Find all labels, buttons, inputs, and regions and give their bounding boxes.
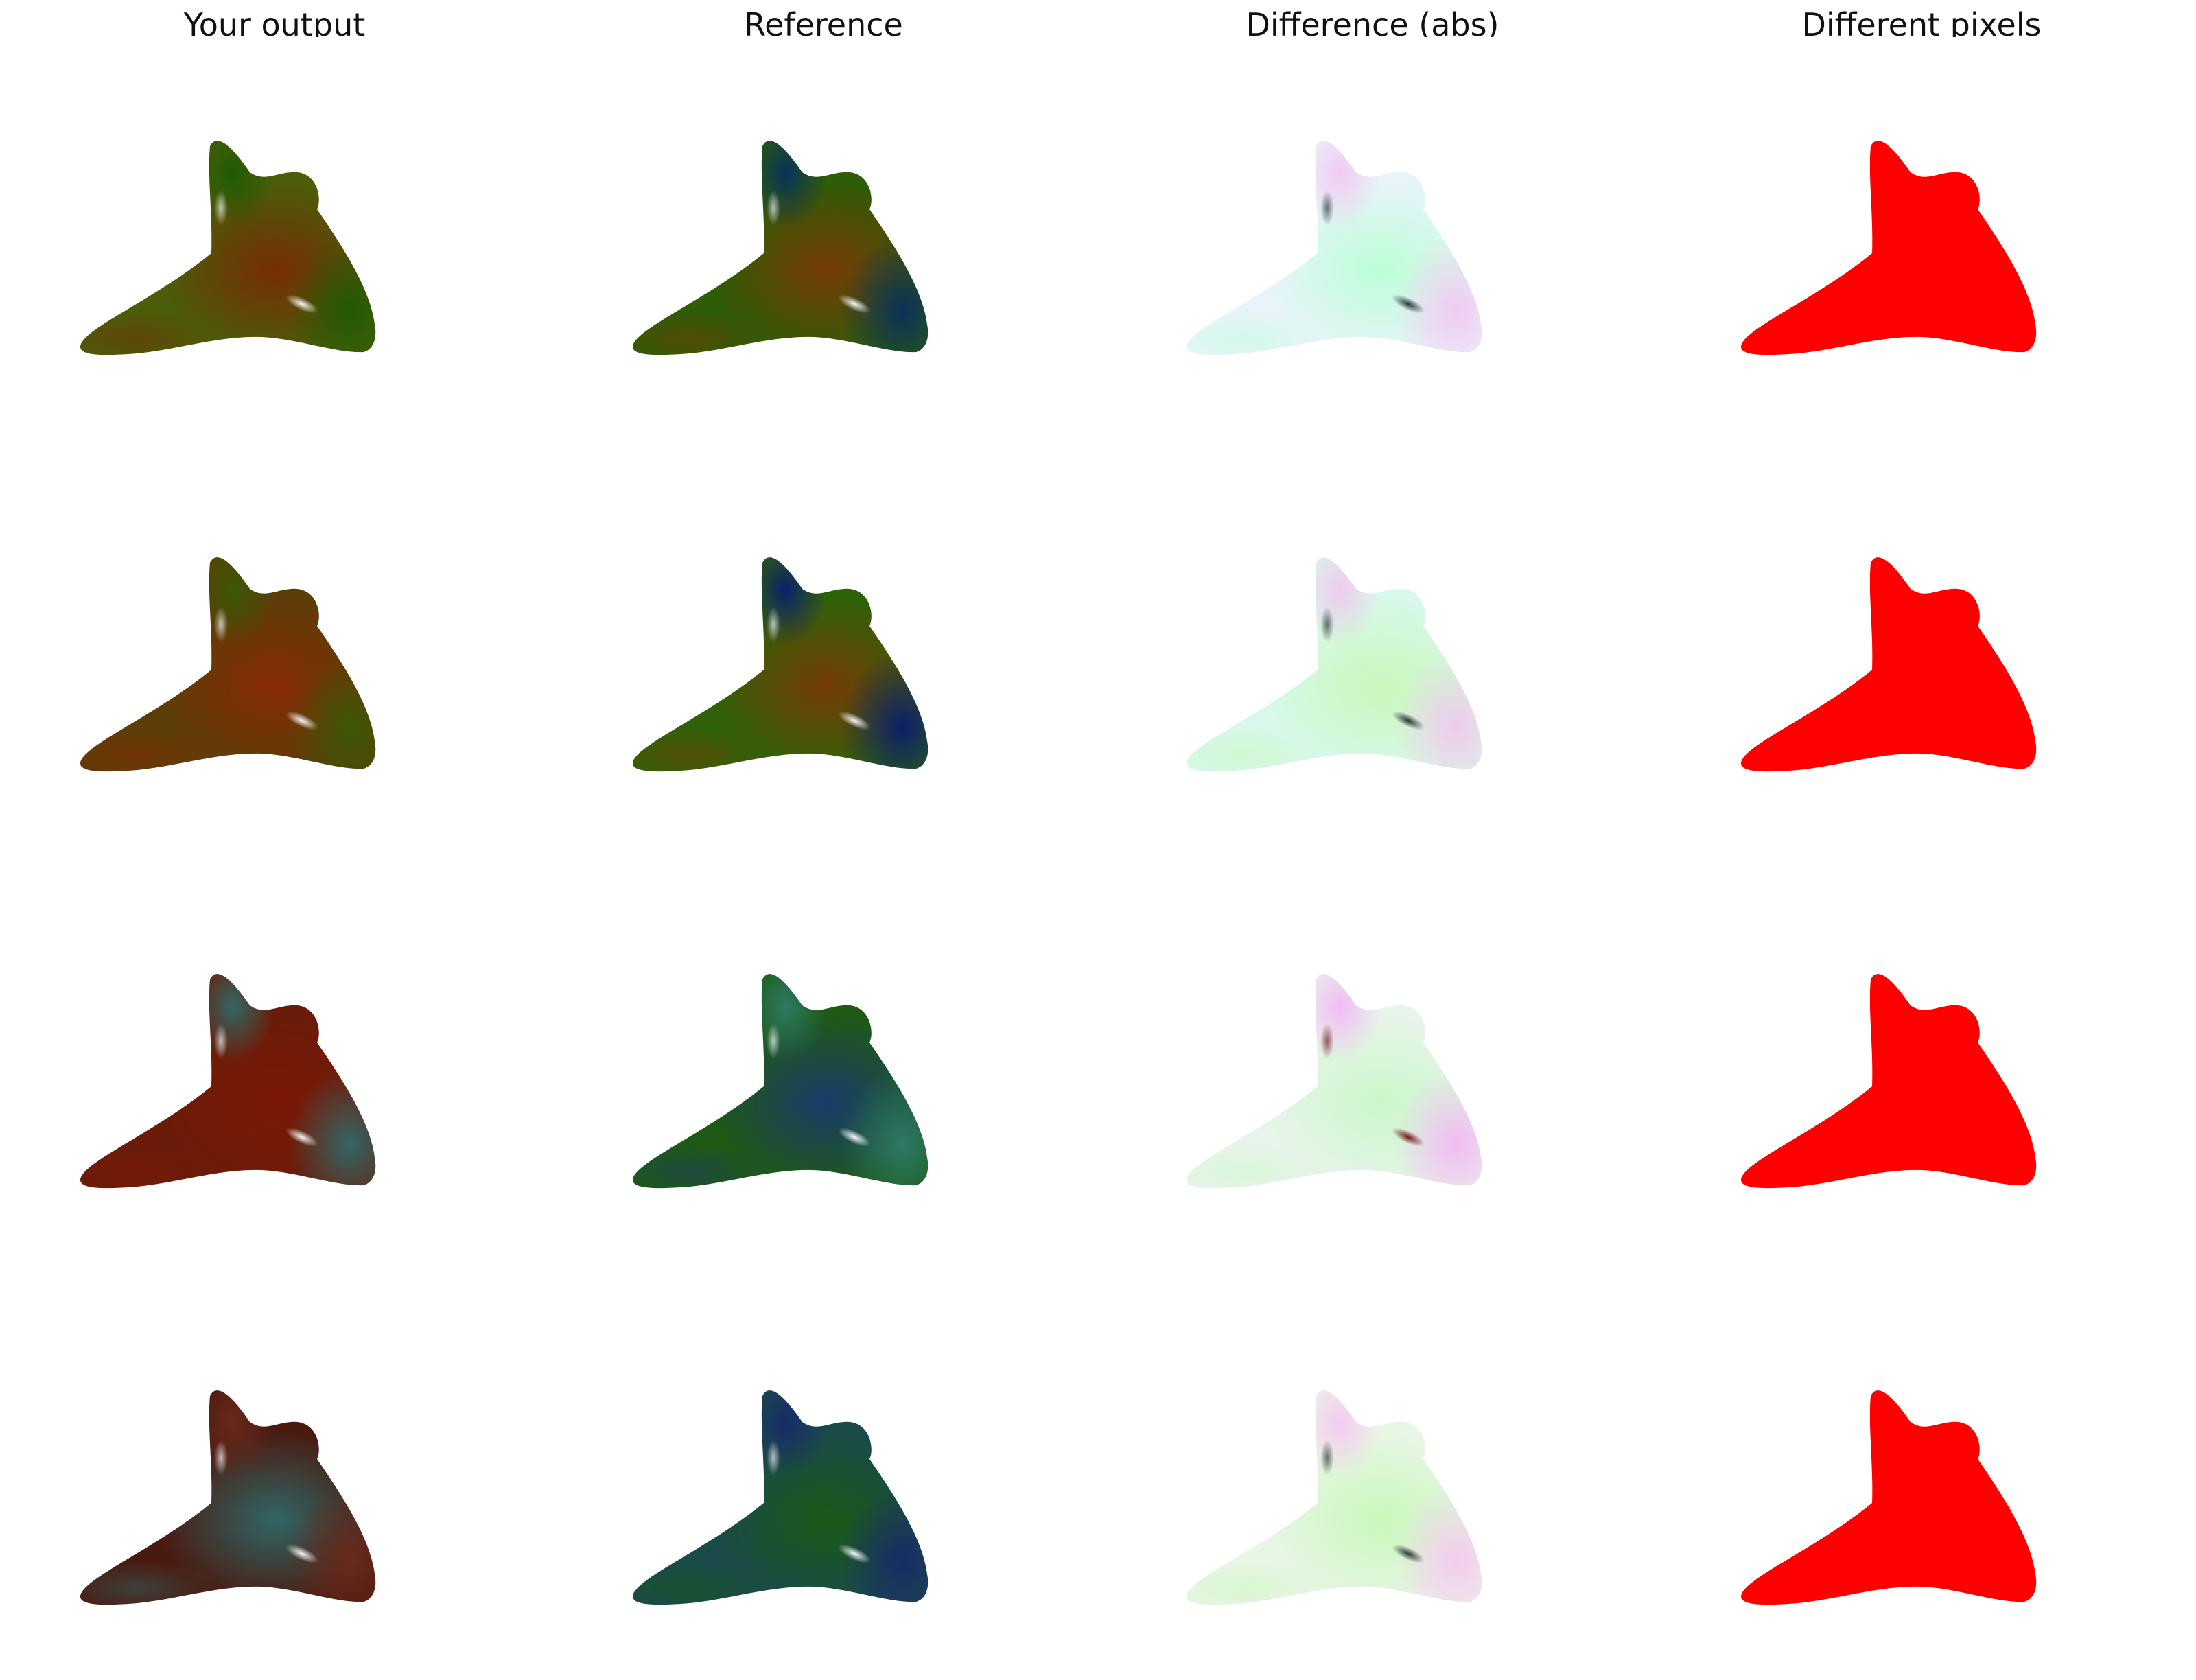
render-difference-row-2 xyxy=(1186,557,1482,772)
render-output-row-4 xyxy=(80,1390,376,1605)
render-difference-row-4 xyxy=(1186,1390,1482,1605)
column-title-output: Your output xyxy=(183,6,366,37)
mask-shape xyxy=(1740,141,2037,355)
render-reference-row-2 xyxy=(632,557,928,772)
mask-shape xyxy=(1740,1390,2037,1605)
render-reference-row-1 xyxy=(632,141,928,355)
mask-shape xyxy=(1740,974,2037,1189)
render-difference-row-1 xyxy=(1186,141,1482,355)
render-mask-row-2 xyxy=(1740,557,2037,772)
render-output-row-1 xyxy=(80,141,376,355)
render-output-row-3 xyxy=(80,974,376,1189)
mask-shape xyxy=(1740,557,2037,772)
render-reference-row-4 xyxy=(632,1390,928,1605)
column-title-difference: Difference (abs) xyxy=(1246,6,1499,37)
render-output-row-2 xyxy=(80,557,376,772)
render-mask-row-4 xyxy=(1740,1390,2037,1605)
render-mask-row-3 xyxy=(1740,974,2037,1189)
render-reference-row-3 xyxy=(632,974,928,1189)
column-title-reference: Reference xyxy=(744,6,903,37)
column-title-mask: Different pixels xyxy=(1801,6,2042,37)
render-difference-row-3 xyxy=(1186,974,1482,1189)
render-mask-row-1 xyxy=(1740,141,2037,355)
